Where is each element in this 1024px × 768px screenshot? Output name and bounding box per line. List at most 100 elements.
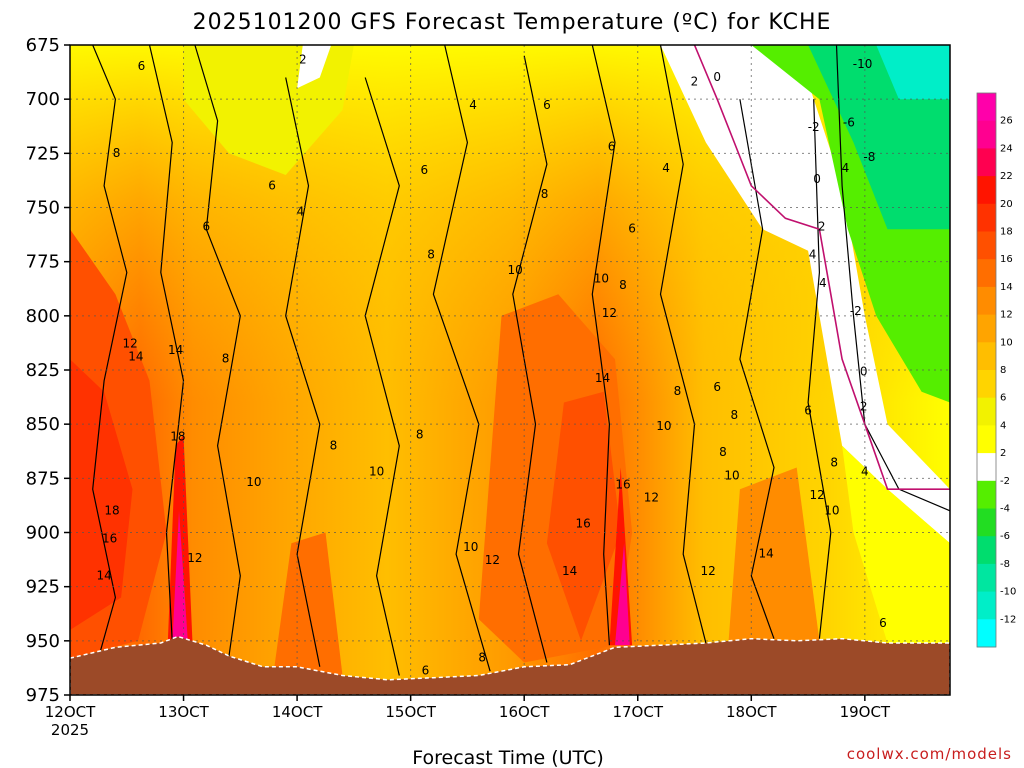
contour-label: 4	[861, 464, 869, 478]
colorbar-band	[977, 453, 996, 482]
y-tick-label: 975	[26, 685, 60, 706]
colorbar-tick-label: 12	[1000, 310, 1013, 321]
contour-label: 14	[758, 547, 773, 561]
colorbar-tick-label: 16	[1000, 254, 1013, 265]
colorbar-tick-label: 24	[1000, 143, 1013, 154]
contour-label: 8	[478, 651, 486, 665]
y-tick-label: 925	[26, 577, 60, 598]
contour-label: 6	[138, 59, 146, 73]
colorbar-band	[977, 342, 996, 371]
isotherm-line	[591, 45, 616, 646]
colorbar-band	[977, 93, 996, 122]
region-white-zero-band	[660, 45, 950, 544]
isotherm-line	[92, 45, 128, 659]
colorbar-tick-label: 26	[1000, 116, 1013, 127]
colorbar-band	[977, 397, 996, 426]
contour-label: 8	[730, 408, 738, 422]
contour-label: 14	[168, 343, 183, 357]
colorbar-band	[977, 314, 996, 343]
x-tick-label: 12OCT	[45, 703, 96, 721]
chart-title: 2025101200 GFS Forecast Temperature (ºC)…	[193, 10, 832, 35]
colorbar-band	[977, 370, 996, 399]
contour-label: 6	[268, 178, 276, 192]
x-axis-label: Forecast Time (UTC)	[412, 747, 603, 768]
y-tick-label: 850	[26, 414, 60, 435]
contour-label: 10	[463, 540, 478, 554]
contour-label: -2	[808, 120, 820, 134]
contour-label: 14	[128, 350, 143, 364]
contour-label: 8	[719, 445, 727, 459]
contour-label: -8	[863, 150, 875, 164]
colorbar-band	[977, 176, 996, 205]
contour-label: 8	[541, 187, 549, 201]
contour-label: 10	[656, 419, 671, 433]
contour-label: 0	[813, 172, 821, 186]
contour-label: 12	[485, 553, 500, 567]
colorbar-band	[977, 120, 996, 149]
contour-label: 12	[644, 490, 659, 504]
y-tick-label: 675	[26, 35, 60, 56]
y-tick-label: 900	[26, 523, 60, 544]
contour-label: 10	[246, 475, 261, 489]
contour-label: 8	[830, 456, 838, 470]
contour-label: 4	[662, 161, 670, 175]
colorbar-band	[977, 508, 996, 537]
colorbar-tick-label: 8	[1000, 365, 1006, 376]
contour-label: 6	[713, 380, 721, 394]
colorbar-frame	[976, 92, 997, 648]
region-warm-core-west-inner	[70, 359, 133, 630]
y-tick-label: 875	[26, 468, 60, 489]
colorbar-band	[977, 148, 996, 177]
colorbar-band	[977, 619, 996, 648]
region-cold-patch-top	[297, 45, 332, 89]
contour-label: 6	[804, 404, 812, 418]
y-axis: 675 700 725 750 775 800 825 850 875 900 925 950 975	[26, 35, 70, 706]
isotherm-line	[364, 77, 400, 676]
colorbar-tick-label: 18	[1000, 227, 1013, 238]
colorbar-tick-label: 4	[1000, 420, 1006, 431]
colorbar-tick-label: -6	[1000, 531, 1010, 542]
colorbar-tick-label: 2	[1000, 448, 1006, 459]
y-tick-label: 750	[26, 198, 60, 219]
credit-link[interactable]: coolwx.com/models	[847, 745, 1012, 763]
isotherm-line	[807, 99, 832, 639]
x-tick-label: 13OCT	[158, 703, 209, 721]
contour-label: 4	[469, 98, 477, 112]
contour-label: 18	[170, 430, 185, 444]
x-tick-label: 18OCT	[726, 703, 777, 721]
y-tick-label: 725	[26, 143, 60, 164]
terrain-surface	[70, 635, 950, 695]
contour-label: 10	[507, 263, 522, 277]
contour-label: 10	[594, 272, 609, 286]
contour-label: 12	[187, 551, 202, 565]
contour-label: 6	[420, 163, 428, 177]
temperature-field-regions	[70, 45, 950, 676]
colorbar-tick-label: -12	[1000, 614, 1016, 625]
y-tick-label: 950	[26, 631, 60, 652]
contour-label: 8	[330, 438, 338, 452]
colorbar-band	[977, 536, 996, 565]
x-tick-year: 2025	[51, 721, 89, 739]
y-tick-label: 700	[26, 89, 60, 110]
contour-label: 2	[691, 74, 699, 88]
contour-label: 8	[416, 428, 424, 442]
colorbar-tick-label: -10	[1000, 587, 1016, 598]
x-tick-label: 16OCT	[499, 703, 550, 721]
contour-label: 8	[113, 146, 121, 160]
contour-label: 10	[369, 464, 384, 478]
colorbar-band	[977, 591, 996, 620]
colorbar: 26 24 22 20 18 16 14 12 10 8 6 4 2 -2 -4 -6 -8 -10 -12	[976, 92, 1016, 648]
x-tick-label: 15OCT	[385, 703, 436, 721]
contour-label: 8	[222, 352, 230, 366]
x-tick-label: 19OCT	[840, 703, 891, 721]
contour-label: 6	[879, 616, 887, 630]
contour-label: 6	[422, 664, 430, 678]
contour-label: 8	[619, 278, 627, 292]
colorbar-band	[977, 425, 996, 454]
contour-label: 2	[860, 399, 868, 413]
colorbar-band	[977, 259, 996, 288]
contour-label: 16	[576, 516, 591, 530]
colorbar-tick-label: 22	[1000, 171, 1013, 182]
